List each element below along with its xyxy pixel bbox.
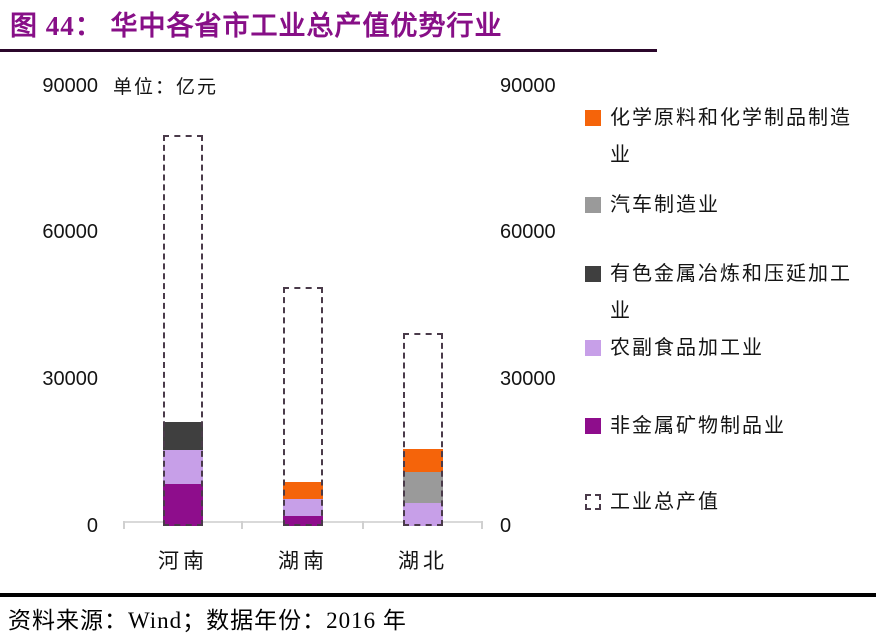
- legend-item-nonmetal: 非金属矿物制品业: [585, 408, 867, 445]
- x-axis-tick: [123, 521, 125, 529]
- x-axis-tick: [481, 521, 483, 529]
- category-label-hubei: 湖北: [398, 549, 448, 573]
- legend-swatch-auto-icon: [585, 197, 601, 213]
- legend-item-chemical: 化学原料和化学制品制造业: [585, 100, 867, 174]
- y-axis-left-tick-30000: 30000: [42, 368, 98, 390]
- category-label-henan: 河南: [158, 549, 208, 573]
- legend-label: 农副食品加工业: [610, 337, 764, 359]
- y-axis-right-tick-30000: 30000: [500, 368, 556, 390]
- legend-swatch-nonferrous-icon: [585, 266, 601, 282]
- data-source-note: 资料来源：Wind；数据年份：2016 年: [8, 608, 407, 633]
- legend-swatch-nonmetal-icon: [585, 418, 601, 434]
- total-output-outline-bar-湖南: [283, 287, 323, 526]
- title-divider: [0, 49, 657, 52]
- legend-item-auto: 汽车制造业: [585, 187, 867, 224]
- legend-item-agrifood: 农副食品加工业: [585, 330, 867, 367]
- bar-segment-湖北-化学原料和化学制品制造业: [403, 449, 443, 472]
- bar-segment-湖南-非金属矿物制品业: [283, 516, 323, 526]
- legend-label: 化学原料和化学制品制造业: [610, 107, 852, 166]
- y-axis-right-tick-60000: 60000: [500, 221, 556, 243]
- legend-label: 有色金属冶炼和压延加工业: [610, 263, 852, 322]
- category-label-hunan: 湖南: [278, 549, 328, 573]
- bar-segment-河南-非金属矿物制品业: [163, 484, 203, 526]
- total-output-outline-bar-河南: [163, 135, 203, 526]
- bar-segment-河南-有色金属冶炼和压延加工业: [163, 422, 203, 450]
- legend-label: 工业总产值: [610, 491, 720, 513]
- bar-segment-湖北-农副食品加工业: [403, 503, 443, 526]
- legend-label: 汽车制造业: [610, 194, 720, 216]
- y-axis-right-tick-90000: 90000: [500, 75, 556, 97]
- bar-segment-湖南-化学原料和化学制品制造业: [283, 482, 323, 499]
- bar-segment-河南-农副食品加工业: [163, 450, 203, 484]
- y-axis-left-tick-0: 0: [86, 515, 98, 537]
- legend-swatch-dashed-outline-icon: [585, 494, 601, 510]
- bar-segment-湖南-农副食品加工业: [283, 499, 323, 516]
- legend-label: 非金属矿物制品业: [610, 415, 786, 437]
- unit-label: 单位：亿元: [113, 77, 219, 98]
- y-axis-left-tick-60000: 60000: [42, 221, 98, 243]
- figure-title: 图 44： 华中各省市工业总产值优势行业: [10, 11, 503, 41]
- legend-item-nonferrous: 有色金属冶炼和压延加工业: [585, 256, 867, 330]
- x-axis-tick: [241, 521, 243, 529]
- footer-divider: [0, 593, 876, 597]
- legend-swatch-agrifood-icon: [585, 340, 601, 356]
- legend-swatch-chemical-icon: [585, 110, 601, 126]
- legend-item-total-outline: 工业总产值: [585, 484, 867, 521]
- y-axis-left-tick-90000: 90000: [42, 75, 98, 97]
- y-axis-right-tick-0: 0: [500, 515, 512, 537]
- bar-segment-湖北-汽车制造业: [403, 472, 443, 503]
- x-axis-tick: [362, 521, 364, 529]
- total-output-outline-bar-湖北: [403, 333, 443, 526]
